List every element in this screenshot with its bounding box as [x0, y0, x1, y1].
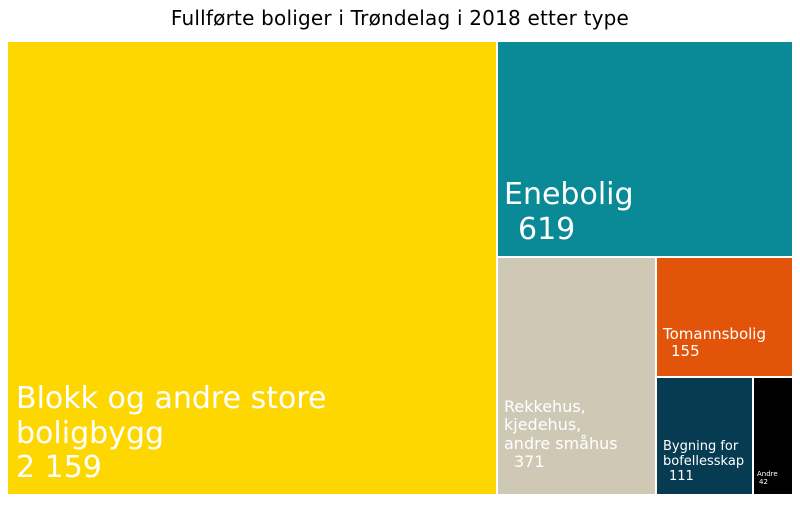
tile-category-label: Andre — [757, 470, 778, 478]
tile-category-label: Blokk og andre store boligbygg — [16, 381, 327, 451]
treemap-tile-tomannsbolig: Tomannsbolig 155 — [657, 258, 792, 376]
tile-label: Rekkehus, kjedehus, andre småhus 371 — [504, 397, 655, 472]
tile-label: Blokk og andre store boligbygg 2 159 — [16, 381, 496, 486]
tile-value-label: 2 159 — [16, 450, 102, 485]
tile-label: Tomannsbolig 155 — [663, 325, 792, 361]
tile-category-label: Bygning for bofellesskap — [663, 439, 745, 469]
chart-title: Fullførte boliger i Trøndelag i 2018 ett… — [170, 6, 630, 30]
tile-label: Bygning for bofellesskap 111 — [663, 439, 752, 485]
tile-label: Andre 42 — [757, 470, 792, 486]
tile-value-label: 371 — [514, 452, 545, 472]
treemap-tile-andre: Andre 42 — [754, 378, 792, 494]
tile-value-label: 111 — [669, 468, 694, 484]
tile-value-label: 42 — [759, 478, 768, 487]
tile-category-label: Enebolig — [504, 177, 634, 212]
treemap-tile-enebolig: Enebolig 619 — [498, 42, 792, 256]
tile-category-label: Tomannsbolig — [663, 325, 766, 343]
treemap-tile-rekkehus-kjedehus-andre-smahus: Rekkehus, kjedehus, andre småhus 371 — [498, 258, 655, 494]
tile-category-label: Rekkehus, kjedehus, andre småhus — [504, 397, 618, 453]
treemap-tile-blokk-og-andre-store-boligbygg: Blokk og andre store boligbygg 2 159 — [8, 42, 496, 494]
tile-value-label: 155 — [671, 342, 700, 361]
treemap-tile-bygning-for-bofellesskap: Bygning for bofellesskap 111 — [657, 378, 752, 494]
tile-label: Enebolig 619 — [504, 177, 792, 247]
tile-value-label: 619 — [518, 211, 576, 247]
